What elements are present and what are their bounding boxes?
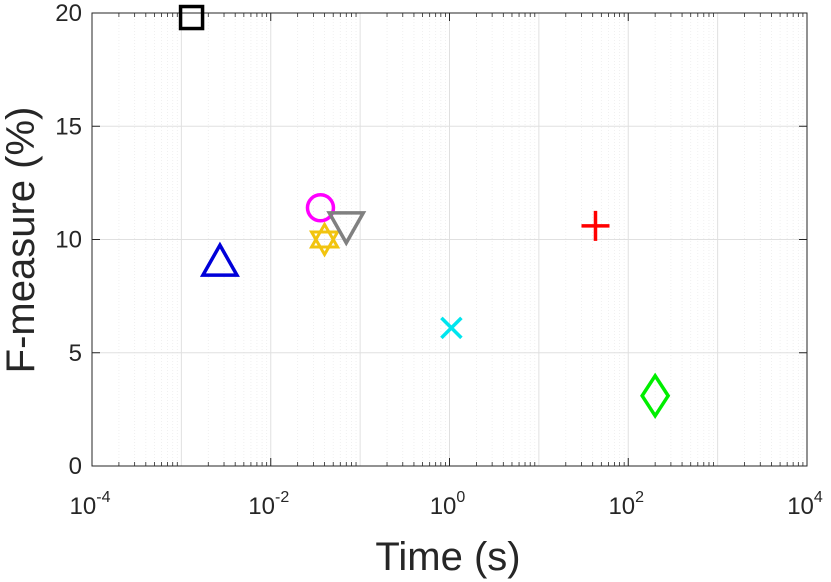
grid	[91, 12, 808, 467]
hexagram-marker	[308, 221, 341, 258]
data-points	[178, 4, 671, 419]
y-tick-label: 0	[69, 453, 82, 480]
x-axis-label: Time (s)	[375, 535, 520, 579]
x-tick-label: 102	[608, 489, 644, 520]
y-tick-label: 10	[55, 227, 82, 254]
square-marker	[178, 4, 205, 31]
x-marker	[440, 316, 463, 340]
x-tick-label: 10-2	[248, 489, 289, 520]
y-axis-label: F-measure (%)	[0, 107, 43, 374]
circle-marker	[305, 193, 336, 223]
axis-ticks: 10-4 10-2 100 102 104 0 5 10 15 20	[55, 0, 823, 520]
triangle-down-marker	[326, 211, 367, 247]
triangle-up-marker	[199, 241, 240, 277]
hexagram-part	[308, 221, 341, 249]
diamond-marker	[640, 372, 671, 419]
x-tick-label: 10-4	[70, 489, 111, 520]
y-tick-label: 5	[69, 340, 82, 367]
y-tick-label: 15	[55, 113, 82, 140]
y-tick-label: 20	[55, 0, 82, 27]
plus-marker	[581, 210, 610, 241]
x-tick-label: 100	[430, 489, 466, 520]
x-tick-label: 104	[787, 489, 823, 520]
hexagram-part	[308, 230, 341, 258]
